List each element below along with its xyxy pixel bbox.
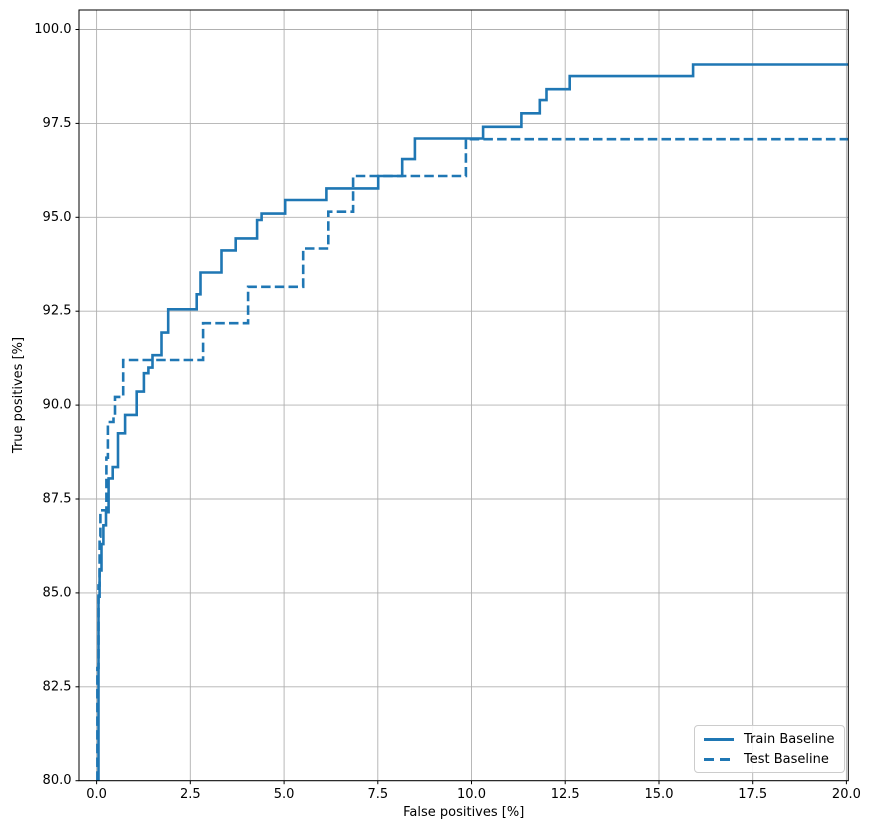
gridlines — [79, 10, 849, 782]
x-tick-label: 20.0 — [832, 787, 861, 802]
y-tick-label: 95.0 — [43, 210, 72, 225]
x-tick-label: 17.5 — [738, 787, 767, 802]
y-tick-label: 85.0 — [43, 585, 72, 600]
y-tick-label: 82.5 — [43, 679, 72, 694]
axes-spines — [78, 9, 849, 782]
x-tick-label: 10.0 — [457, 787, 486, 802]
y-tick-label: 100.0 — [34, 22, 71, 37]
legend: Train Baseline Test Baseline — [694, 725, 845, 773]
x-tick-label: 0.0 — [86, 787, 107, 802]
x-tick-label: 5.0 — [274, 787, 295, 802]
x-tick-label: 12.5 — [551, 787, 580, 802]
test-baseline-line-sample — [704, 757, 734, 761]
legend-label-train-baseline: Train Baseline — [744, 731, 835, 747]
x-tick-label: 2.5 — [180, 787, 201, 802]
y-axis-label: True positives [%] — [11, 337, 26, 454]
y-tick-label: 97.5 — [43, 116, 72, 131]
y-tick-label: 92.5 — [43, 304, 72, 319]
x-tick-label: 15.0 — [645, 787, 674, 802]
test-baseline-curve — [96, 137, 849, 781]
x-tick-label: 7.5 — [367, 787, 388, 802]
y-tick-label: 80.0 — [43, 773, 72, 788]
y-tick-label: 90.0 — [43, 398, 72, 413]
x-axis-label: False positives [%] — [403, 805, 524, 820]
train-baseline-curve — [97, 63, 849, 781]
series-curves — [96, 63, 849, 781]
legend-item-train-baseline: Train Baseline — [704, 733, 835, 746]
y-tick-label: 87.5 — [43, 492, 72, 507]
train-baseline-line-sample — [704, 737, 734, 741]
legend-label-test-baseline: Test Baseline — [744, 751, 829, 767]
legend-item-test-baseline: Test Baseline — [704, 753, 835, 766]
axis-ticks: 0.0 2.5 5.0 7.5 10.0 12.5 15.0 17.5 20.0 80.0 82.5… — [34, 22, 861, 802]
